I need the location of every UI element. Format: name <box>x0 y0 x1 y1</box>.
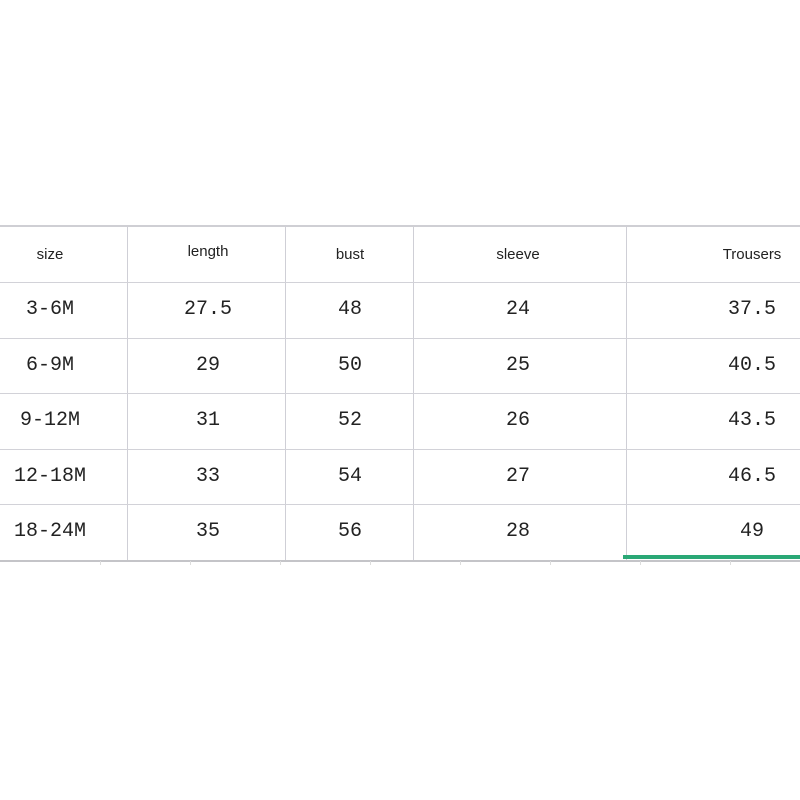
cell-sleeve: 26 <box>505 409 530 432</box>
cell-size: 3-6M <box>25 298 74 321</box>
cell-trousers: 43.5 <box>727 409 776 432</box>
cell-bust: 56 <box>337 520 362 543</box>
cell-trousers: 46.5 <box>727 465 776 488</box>
cell-bust: 52 <box>337 409 362 432</box>
grid-tick <box>640 561 641 565</box>
cell-bust: 48 <box>337 298 362 321</box>
grid-tick <box>730 561 731 565</box>
cell-trousers: 49 <box>739 520 764 543</box>
cell-trousers: 37.5 <box>727 298 776 321</box>
cell-size: 6-9M <box>25 354 74 377</box>
cell-length: 29 <box>195 354 220 377</box>
cell-bust: 50 <box>337 354 362 377</box>
size-chart-table: size length bust sleeve Trousers 3-6M 27.5 48 24… <box>0 225 800 562</box>
row-divider <box>0 338 800 339</box>
row-divider <box>0 393 800 394</box>
cell-sleeve: 28 <box>505 520 530 543</box>
header-length: length <box>187 243 229 260</box>
grid-tick <box>100 561 101 565</box>
cell-trousers: 40.5 <box>727 354 776 377</box>
cell-length: 33 <box>195 465 220 488</box>
grid-tick <box>280 561 281 565</box>
cell-sleeve: 27 <box>505 465 530 488</box>
cell-size: 12-18M <box>13 465 86 488</box>
header-size: size <box>36 246 64 263</box>
row-divider <box>0 504 800 505</box>
grid-tick <box>460 561 461 565</box>
header-bust: bust <box>335 246 365 263</box>
header-sleeve: sleeve <box>496 246 540 263</box>
cell-length: 31 <box>195 409 220 432</box>
cell-size: 9-12M <box>19 409 80 432</box>
row-divider <box>0 449 800 450</box>
grid-tick <box>370 561 371 565</box>
cell-selection-indicator <box>623 555 800 559</box>
row-divider <box>0 282 800 283</box>
cell-bust: 54 <box>337 465 362 488</box>
grid-tick <box>550 561 551 565</box>
cell-length: 27.5 <box>183 298 232 321</box>
grid-tick <box>190 561 191 565</box>
header-trousers: Trousers <box>722 246 782 263</box>
cell-length: 35 <box>195 520 220 543</box>
cell-sleeve: 25 <box>505 354 530 377</box>
cell-size: 18-24M <box>13 520 86 543</box>
cell-sleeve: 24 <box>505 298 530 321</box>
